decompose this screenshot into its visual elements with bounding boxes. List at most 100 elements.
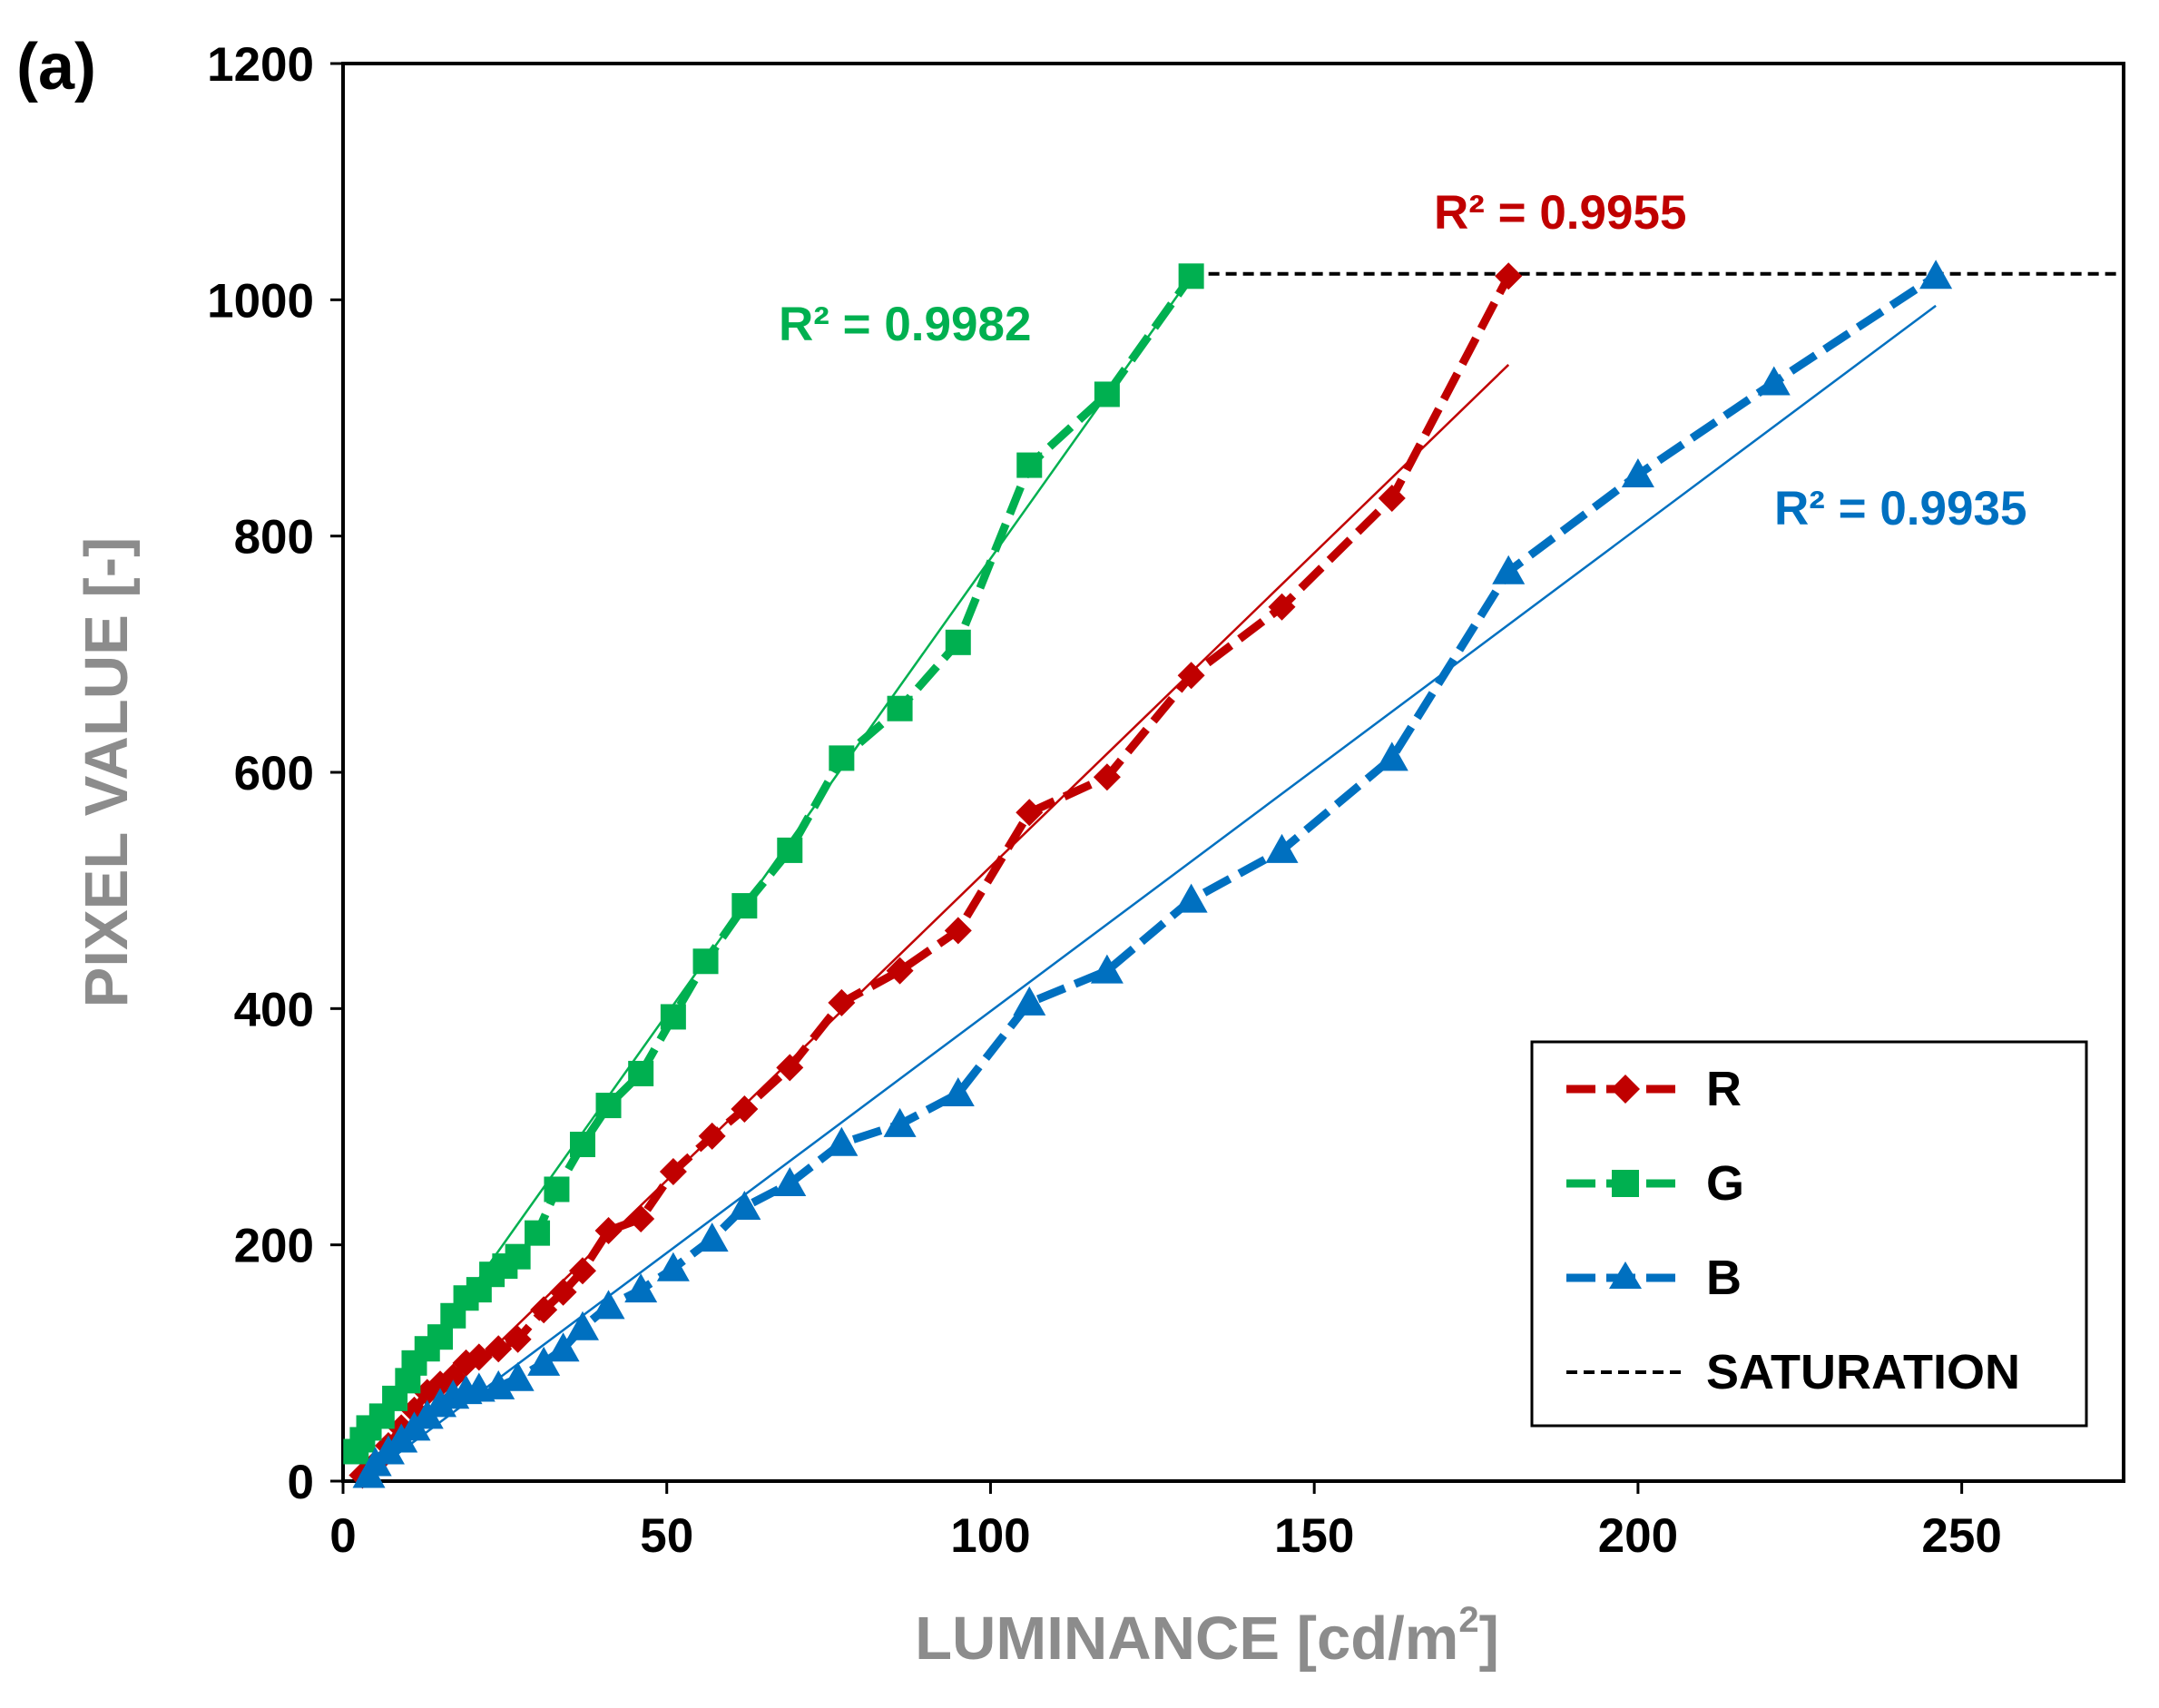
panel-label: (a) (16, 31, 96, 103)
data-point-g (1178, 263, 1204, 290)
x-axis-ticks: 0 50 100 150 200 250 (329, 1481, 2002, 1563)
x-tick-label: 150 (1274, 1509, 1354, 1563)
data-point-r (549, 1278, 577, 1306)
data-point-b (941, 1077, 975, 1107)
data-point-b (656, 1252, 690, 1281)
x-tick-label: 250 (1921, 1509, 2001, 1563)
legend-label-saturation: SATURATION (1706, 1345, 2020, 1399)
legend-label-g: G (1706, 1156, 1744, 1211)
data-point-b (1090, 954, 1124, 984)
trend-line-b (368, 304, 1937, 1477)
data-point-b (1621, 457, 1654, 487)
data-point-r (439, 1363, 467, 1391)
data-point-b (1013, 986, 1046, 1016)
data-point-g (829, 745, 855, 771)
data-point-r (568, 1257, 596, 1285)
data-point-g (887, 695, 913, 721)
data-point-g (525, 1220, 551, 1246)
data-point-g (731, 893, 758, 919)
y-tick-label: 400 (234, 983, 314, 1036)
data-point-g (660, 1004, 686, 1030)
data-point-g (595, 1093, 622, 1119)
y-tick-label: 200 (234, 1220, 314, 1273)
legend-box (1530, 1040, 2088, 1428)
legend-swatch-g-marker (1612, 1170, 1639, 1197)
data-point-r (1016, 799, 1044, 827)
legend-swatch-b-marker (1609, 1261, 1642, 1289)
data-point-g (427, 1324, 454, 1350)
data-point-b (546, 1332, 580, 1362)
data-point-b (1492, 555, 1526, 584)
series-markers (343, 260, 1953, 1489)
y-tick-label: 0 (288, 1456, 314, 1509)
data-point-r (1268, 593, 1296, 621)
data-point-r (594, 1217, 623, 1245)
y-tick-label: 1200 (207, 38, 314, 92)
data-point-b (773, 1166, 807, 1196)
data-point-r (698, 1122, 726, 1150)
r2-label-r: R² = 0.9955 (1434, 186, 1686, 240)
data-point-g (569, 1132, 595, 1158)
data-point-r (1177, 662, 1205, 690)
data-point-g (544, 1176, 570, 1202)
legend-swatch-r-marker (1611, 1075, 1640, 1104)
data-point-r (504, 1325, 532, 1353)
legend: R G B SATURATION (1530, 1040, 2088, 1428)
y-axis-title: PIXEL VALUE [-] (73, 537, 141, 1008)
data-point-r (485, 1335, 513, 1363)
data-point-b (1919, 260, 1953, 290)
data-point-g (777, 837, 803, 863)
y-axis-ticks: 0 200 400 600 800 1000 1200 (207, 38, 343, 1509)
data-point-g (692, 948, 719, 975)
data-point-b (1265, 833, 1299, 863)
y-tick-label: 600 (234, 747, 314, 800)
legend-label-r: R (1706, 1062, 1742, 1116)
x-axis-title-superscript: 2 (1458, 1600, 1478, 1640)
data-point-r (776, 1054, 804, 1082)
data-point-b (624, 1273, 658, 1303)
legend-item-saturation: SATURATION (1566, 1345, 2020, 1399)
data-point-r (627, 1205, 655, 1233)
x-tick-label: 100 (950, 1509, 1030, 1563)
legend-label-b: B (1706, 1251, 1742, 1305)
data-point-r (828, 988, 856, 1016)
legend-item-r: R (1566, 1062, 1742, 1116)
data-point-r (944, 917, 972, 945)
data-point-r (1495, 262, 1523, 290)
y-tick-label: 800 (234, 511, 314, 564)
data-point-b (1757, 366, 1791, 396)
x-axis-title: LUMINANCE [cd/m2] (915, 1600, 1499, 1673)
data-point-b (424, 1388, 457, 1418)
data-point-b (565, 1310, 599, 1340)
data-point-b (825, 1126, 859, 1156)
data-point-b (482, 1369, 515, 1399)
x-tick-label: 200 (1598, 1509, 1678, 1563)
legend-item-b: B (1566, 1251, 1742, 1305)
r2-label-g: R² = 0.9982 (779, 298, 1031, 351)
x-axis-title-main: LUMINANCE [cd/m (915, 1605, 1458, 1673)
data-point-b (883, 1107, 917, 1137)
data-point-b (695, 1222, 729, 1252)
data-point-g (1016, 452, 1043, 478)
x-tick-label: 0 (329, 1509, 356, 1563)
data-point-r (465, 1343, 493, 1371)
data-point-g (1094, 381, 1120, 407)
data-point-r (1378, 485, 1406, 513)
data-point-r (731, 1094, 759, 1123)
data-point-g (505, 1243, 531, 1270)
legend-item-g: G (1566, 1156, 1744, 1211)
data-point-r (886, 957, 914, 985)
data-point-g (945, 629, 971, 655)
data-point-b (1174, 883, 1208, 913)
data-point-b (501, 1361, 535, 1391)
data-point-r (659, 1157, 687, 1185)
x-tick-label: 50 (640, 1509, 693, 1563)
r2-label-b: R² = 0.9935 (1774, 482, 2027, 535)
data-point-r (1093, 763, 1121, 791)
data-point-b (527, 1346, 561, 1376)
data-point-r (530, 1296, 558, 1324)
x-axis-title-tail: ] (1479, 1605, 1499, 1673)
y-tick-label: 1000 (207, 274, 314, 328)
data-point-g (628, 1060, 654, 1086)
